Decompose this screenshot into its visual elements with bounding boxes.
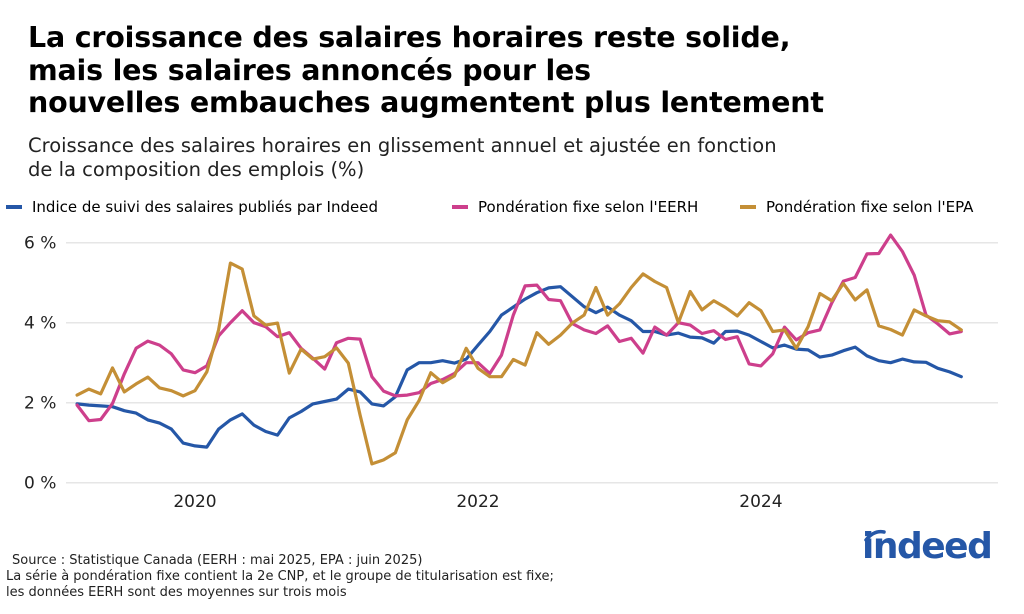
logo-arc-icon	[864, 529, 886, 542]
x-tick-label: 2024	[739, 492, 782, 512]
y-tick-label: 4 %	[24, 314, 56, 334]
footnote-line: les données EERH sont des moyennes sur t…	[6, 585, 347, 600]
subtitle-line: Croissance des salaires horaires en glis…	[28, 134, 777, 157]
title-line: La croissance des salaires horaires rest…	[28, 21, 791, 54]
indeed-logo: indeed	[862, 526, 993, 567]
legend-label: Pondération fixe selon l'EPA	[766, 198, 974, 216]
series-line-3	[75, 261, 963, 466]
y-tick-label: 6 %	[24, 234, 56, 254]
legend-swatch-icon	[452, 205, 468, 209]
chart-title: La croissance des salaires horaires rest…	[28, 21, 1008, 120]
subtitle-line: de la composition des emplois (%)	[28, 158, 365, 181]
legend-swatch-icon	[740, 205, 756, 209]
y-tick-label: 0 %	[24, 474, 56, 494]
title-line: mais les salaires annoncés pour les	[28, 53, 591, 87]
y-tick-label: 2 %	[24, 394, 56, 414]
x-tick-label: 2020	[173, 492, 216, 512]
footer: Source : Statistique Canada (EERH : mai …	[6, 553, 554, 601]
series-line-2	[75, 233, 963, 423]
legend-item-indeed: Indice de suivi des salaires publiés par…	[6, 198, 378, 216]
legend-label: Indice de suivi des salaires publiés par…	[32, 198, 378, 216]
legend-swatch-icon	[6, 205, 22, 209]
legend-item-epa: Pondération fixe selon l'EPA	[740, 198, 973, 216]
chart-subtitle: Croissance des salaires horaires en glis…	[28, 134, 1008, 182]
source-note: Source : Statistique Canada (EERH : mai …	[12, 553, 423, 568]
legend: Indice de suivi des salaires publiés par…	[0, 198, 1024, 220]
legend-label: Pondération fixe selon l'EERH	[478, 198, 699, 216]
legend-item-eerh: Pondération fixe selon l'EERH	[452, 198, 698, 216]
footnote-line: La série à pondération fixe contient la …	[6, 569, 554, 584]
title-line: nouvelles embauches augmentent plus lent…	[28, 86, 824, 119]
x-tick-label: 2022	[456, 492, 499, 512]
